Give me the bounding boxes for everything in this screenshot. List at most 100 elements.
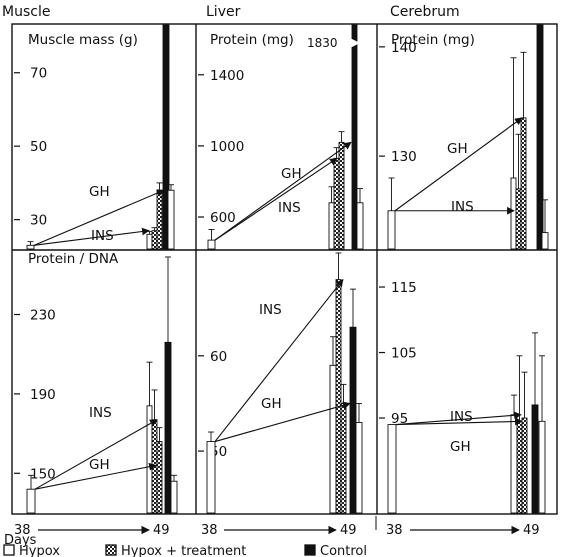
y-tick-label: 600	[210, 210, 236, 226]
legend-item-hypox: Hypox	[3, 544, 60, 557]
bar	[541, 232, 549, 250]
bar	[349, 326, 357, 514]
bar	[207, 239, 216, 250]
panel-title: Protein / DNA	[28, 251, 119, 267]
treatment-arrow	[34, 462, 157, 490]
treatment-arrow	[214, 278, 344, 442]
bar	[351, 24, 358, 250]
chart-panel: 95 105 115 INS GH	[379, 280, 546, 514]
break-mark	[350, 38, 360, 48]
y-tick-label: 50	[30, 139, 47, 155]
y-tick-label: 130	[391, 149, 417, 165]
bar	[510, 414, 518, 514]
arrow-label: GH	[261, 396, 282, 412]
arrow-label: GH	[281, 166, 302, 182]
chart-panel: Muscle mass (g) 30 50 70 GH INS	[14, 24, 175, 250]
legend-swatch-open	[3, 544, 15, 556]
x-start-label: 38	[201, 523, 218, 538]
y-tick-label: 150	[30, 466, 56, 482]
panel-title: Muscle mass (g)	[28, 32, 138, 48]
bar	[521, 417, 528, 514]
offscale-value-label: 1830	[307, 36, 338, 50]
bar	[164, 341, 172, 514]
bar	[538, 420, 546, 514]
bar	[387, 210, 396, 250]
bar	[146, 405, 153, 514]
arrow-label: GH	[450, 439, 471, 455]
column-title-liver: Liver	[206, 4, 241, 20]
panel-title: Protein (mg)	[391, 32, 475, 48]
treatment-arrow	[395, 417, 523, 426]
bar	[170, 480, 178, 514]
x-end-label: 49	[340, 523, 357, 538]
y-tick-label: 230	[30, 308, 56, 324]
bar	[26, 488, 36, 514]
y-tick-label: 60	[210, 349, 227, 365]
y-tick-label: 1000	[210, 139, 244, 155]
bar	[338, 141, 345, 250]
y-tick-label: 140	[391, 40, 417, 56]
bar	[333, 157, 340, 250]
y-tick-label: 70	[30, 66, 47, 82]
x-axis-muscle: 38 49	[14, 523, 170, 538]
bar	[335, 279, 342, 514]
y-tick-label: 190	[30, 387, 56, 403]
chart-panel: Protein (mg) 130 140 GH INS	[379, 24, 549, 250]
arrow-label: INS	[91, 228, 114, 244]
x-axis-cerebrum: 38 49	[386, 523, 540, 538]
bar	[206, 441, 216, 514]
panel-title: Protein (mg)	[210, 32, 294, 48]
x-start-label: 38	[386, 523, 403, 538]
treatment-arrow	[395, 411, 522, 426]
bar	[151, 230, 158, 250]
x-end-label: 49	[153, 523, 170, 538]
arrow-label: INS	[450, 409, 473, 425]
y-tick-label: 115	[391, 280, 417, 296]
treatment-arrow	[33, 189, 165, 246]
bar	[156, 441, 163, 514]
bar	[531, 404, 539, 514]
arrow-label: GH	[447, 141, 468, 157]
arrow-label: INS	[259, 302, 282, 318]
bar	[328, 202, 335, 250]
treatment-arrow	[394, 117, 523, 212]
bar	[387, 424, 397, 514]
arrow-label: GH	[89, 184, 110, 200]
bar	[536, 24, 544, 250]
x-start-label: 38	[14, 523, 31, 538]
bar	[146, 233, 153, 250]
arrow-label: INS	[89, 405, 112, 421]
column-title-muscle: Muscle	[2, 4, 50, 20]
chart-panels: Muscle mass (g) 30 50 70 GH INS Protein (mg) 60…	[14, 24, 549, 514]
bar	[162, 24, 170, 250]
bar	[329, 364, 337, 514]
x-axes: 38 49 38 49 38 49	[14, 516, 540, 538]
treatment-arrow	[34, 419, 158, 490]
y-tick-label: 1400	[210, 68, 244, 84]
legend-item-hypox-treatment: Hypox + treatment	[105, 544, 246, 557]
arrow-label: INS	[278, 200, 301, 216]
bar	[515, 188, 522, 250]
bar	[156, 189, 163, 250]
y-tick-label: 95	[391, 411, 408, 427]
bar	[516, 420, 523, 514]
chart-panel: Protein (mg) 600 1000 1400 GH INS 1830	[198, 24, 364, 250]
bar	[340, 402, 347, 514]
panel-frame	[11, 23, 558, 515]
y-tick-label: 30	[30, 213, 47, 229]
legend-label-control: Control	[320, 544, 367, 557]
bar	[520, 117, 527, 250]
arrow-label: GH	[89, 457, 110, 473]
y-tick-label: 105	[391, 346, 417, 362]
chart-panel: Protein / DNA 150 190 230 INS GH	[14, 251, 178, 514]
treatment-arrow	[33, 227, 150, 246]
bar	[26, 244, 35, 250]
legend-item-control: Control	[304, 544, 367, 557]
legend: Days Hypox Hypox + treatment Control	[3, 533, 367, 557]
bar	[510, 177, 517, 250]
x-axis-title: Days	[4, 533, 37, 548]
bar	[356, 202, 364, 250]
arrow-label: INS	[451, 199, 474, 215]
